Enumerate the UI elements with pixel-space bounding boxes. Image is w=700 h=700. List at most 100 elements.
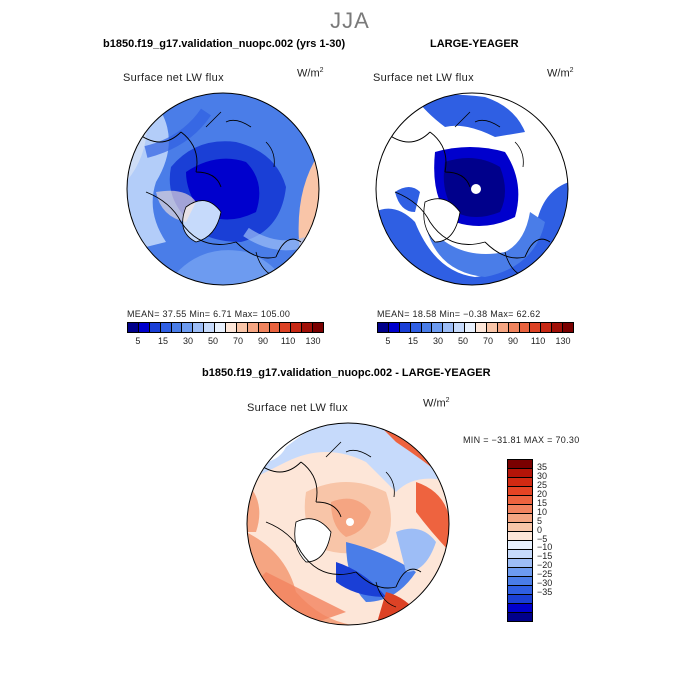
- colorbar-swatch: [508, 496, 532, 505]
- colorbar-tick-label: 35: [537, 461, 548, 472]
- diff-panel-units: W/m2: [423, 397, 450, 410]
- colorbar-swatch: [552, 323, 564, 332]
- colorbar-tick-label: 25: [537, 479, 548, 490]
- left-colorbar: 5 15 30 50 70 90 110 130: [127, 322, 324, 346]
- colorbar-swatch: [399, 323, 411, 332]
- colorbar-swatch: [226, 323, 237, 332]
- colorbar-tick-label: −35: [537, 587, 553, 598]
- colorbar-tick-label: 70: [232, 336, 244, 346]
- colorbar-swatch: [454, 323, 466, 332]
- colorbar-swatch: [508, 523, 532, 532]
- diff-colorbar-ticks: 35 30 25 20 15 10 5 0 −5 −10 −15 −20 −25 −30 −35: [537, 459, 577, 620]
- colorbar-tick-label: 90: [258, 336, 269, 346]
- colorbar-tick-label: 5: [135, 336, 141, 346]
- colorbar-swatch: [465, 323, 477, 332]
- colorbar-tick-label: 15: [157, 336, 168, 346]
- colorbar-tick-label: 30: [432, 336, 443, 346]
- colorbar-swatch: [530, 323, 542, 332]
- diff-panel-title: Surface net LW flux: [247, 402, 348, 414]
- colorbar-tick-label: 90: [508, 336, 519, 346]
- colorbar-swatch: [215, 323, 227, 332]
- colorbar-swatch: [497, 323, 509, 332]
- colorbar-swatch: [128, 323, 139, 332]
- colorbar-tick-label: −15: [537, 551, 553, 562]
- right-panel-units: W/m2: [547, 67, 574, 80]
- right-colorbar-ticks: 5 15 30 50 70 90 110 130: [377, 333, 574, 346]
- left-panel-units: W/m2: [297, 67, 324, 80]
- colorbar-swatch: [508, 568, 532, 577]
- colorbar-swatch: [410, 323, 422, 332]
- colorbar-swatch: [519, 323, 531, 332]
- left-panel-header: b1850.f19_g17.validation_nuopc.002 (yrs …: [103, 38, 346, 50]
- colorbar-swatch: [291, 323, 303, 332]
- colorbar-swatch: [236, 323, 248, 332]
- colorbar-tick-label: 130: [305, 336, 321, 346]
- colorbar-tick-label: −20: [537, 560, 553, 571]
- right-colorbar: 5 15 30 50 70 90 110 130: [377, 322, 574, 346]
- colorbar-swatch: [258, 323, 270, 332]
- colorbar-swatch: [508, 613, 532, 621]
- right-panel-title: Surface net LW flux: [373, 72, 474, 84]
- colorbar-swatch: [508, 541, 532, 550]
- colorbar-swatch: [421, 323, 433, 332]
- colorbar-swatch: [182, 323, 194, 332]
- colorbar-swatch: [269, 323, 281, 332]
- colorbar-swatch: [508, 532, 532, 541]
- colorbar-swatch: [280, 323, 292, 332]
- left-polar-map: [126, 92, 320, 286]
- left-panel-title: Surface net LW flux: [123, 72, 224, 84]
- colorbar-swatch: [508, 469, 532, 478]
- left-colorbar-ticks: 5 15 30 50 70 90 110 130: [127, 333, 324, 346]
- colorbar-tick-label: 15: [407, 336, 418, 346]
- colorbar-swatch: [508, 577, 532, 586]
- colorbar-swatch: [378, 323, 389, 332]
- right-panel-stats: MEAN= 18.58 Min= −0.38 Max= 62.62: [377, 309, 541, 319]
- colorbar-tick-label: 130: [555, 336, 571, 346]
- colorbar-swatch: [508, 505, 532, 514]
- colorbar-swatch: [508, 323, 520, 332]
- colorbar-tick-label: 70: [482, 336, 494, 346]
- colorbar-tick-label: 0: [537, 524, 543, 535]
- colorbar-tick-label: −10: [537, 542, 553, 553]
- left-colorbar-bar: [127, 322, 324, 333]
- colorbar-swatch: [160, 323, 172, 332]
- colorbar-swatch: [193, 323, 205, 332]
- colorbar-swatch: [508, 586, 532, 595]
- colorbar-swatch: [388, 323, 400, 332]
- colorbar-swatch: [508, 559, 532, 568]
- colorbar-swatch: [563, 323, 574, 332]
- colorbar-tick-label: 30: [537, 470, 548, 481]
- colorbar-swatch: [138, 323, 150, 332]
- colorbar-swatch: [508, 487, 532, 496]
- colorbar-tick-label: −5: [537, 533, 548, 544]
- diff-polar-map: [246, 422, 450, 626]
- colorbar-swatch: [508, 460, 532, 469]
- colorbar-tick-label: −25: [537, 569, 553, 580]
- colorbar-swatch: [508, 478, 532, 487]
- diff-panel-stats: MIN = −31.81 MAX = 70.30: [463, 435, 580, 445]
- colorbar-tick-label: 20: [537, 488, 548, 499]
- colorbar-swatch: [302, 323, 314, 332]
- colorbar-tick-label: 50: [207, 336, 218, 346]
- colorbar-tick-label: 10: [537, 506, 548, 517]
- colorbar-swatch: [486, 323, 498, 332]
- right-polar-map: [375, 92, 569, 286]
- colorbar-swatch: [247, 323, 259, 332]
- season-title: JJA: [330, 8, 370, 33]
- colorbar-swatch: [541, 323, 553, 332]
- colorbar-tick-label: 30: [182, 336, 193, 346]
- colorbar-tick-label: 110: [530, 336, 546, 346]
- colorbar-swatch: [149, 323, 161, 332]
- diff-colorbar-bar: [507, 459, 533, 622]
- colorbar-tick-label: 5: [537, 515, 543, 526]
- colorbar-swatch: [204, 323, 216, 332]
- right-colorbar-bar: [377, 322, 574, 333]
- left-panel-stats: MEAN= 37.55 Min= 6.71 Max= 105.00: [127, 309, 291, 319]
- colorbar-swatch: [508, 604, 532, 613]
- colorbar-tick-label: 110: [280, 336, 296, 346]
- colorbar-swatch: [508, 514, 532, 523]
- colorbar-swatch: [313, 323, 324, 332]
- colorbar-swatch: [432, 323, 444, 332]
- colorbar-swatch: [508, 595, 532, 604]
- colorbar-swatch: [443, 323, 455, 332]
